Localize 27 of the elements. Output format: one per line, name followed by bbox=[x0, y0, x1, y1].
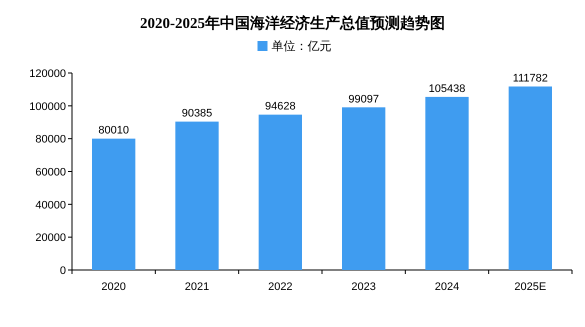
y-tick-label: 120000 bbox=[29, 68, 66, 80]
x-tick-label: 2022 bbox=[268, 281, 293, 293]
x-tick-label: 2020 bbox=[101, 281, 126, 293]
bar bbox=[92, 138, 136, 270]
bar bbox=[342, 107, 386, 270]
y-tick-label: 80000 bbox=[35, 134, 66, 146]
y-tick-label: 60000 bbox=[35, 166, 66, 178]
bar bbox=[175, 122, 219, 270]
legend-label: 单位：亿元 bbox=[272, 39, 332, 53]
y-tick-label: 0 bbox=[60, 265, 66, 277]
y-tick-label: 20000 bbox=[35, 232, 66, 244]
x-tick-label: 2025E bbox=[514, 281, 546, 293]
data-label: 80010 bbox=[98, 124, 129, 137]
y-tick-label: 100000 bbox=[29, 100, 66, 113]
data-label: 90385 bbox=[182, 108, 212, 120]
bar bbox=[258, 114, 302, 270]
data-label: 94628 bbox=[265, 100, 296, 113]
x-tick-label: 2024 bbox=[434, 281, 460, 293]
data-label: 105438 bbox=[428, 82, 466, 95]
x-tick-label: 2023 bbox=[351, 281, 376, 293]
bar bbox=[508, 86, 552, 270]
chart-title: 2020-2025年中国海洋经济生产总值预测趋势图 bbox=[140, 14, 445, 32]
data-label: 111782 bbox=[512, 72, 548, 84]
y-tick-label: 40000 bbox=[35, 199, 66, 212]
bar bbox=[425, 96, 469, 270]
x-tick-label: 2021 bbox=[184, 281, 210, 293]
data-label: 99097 bbox=[348, 93, 379, 106]
